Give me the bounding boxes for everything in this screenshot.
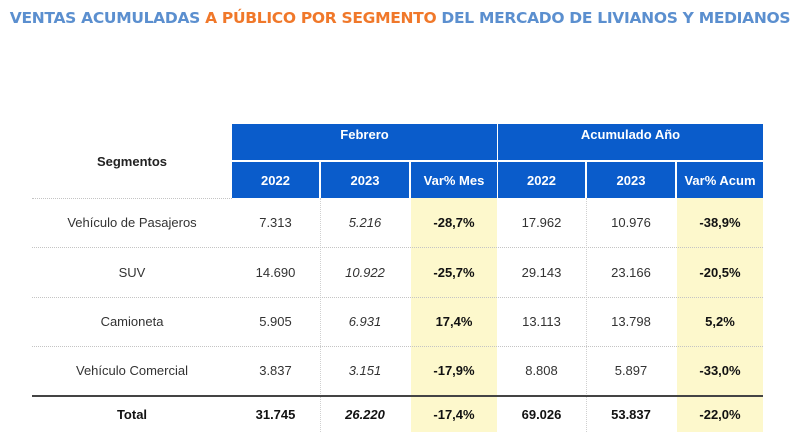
acum-2023-value: 13.798: [611, 314, 651, 329]
divider: [320, 198, 321, 432]
divider: [586, 198, 587, 432]
total-label: Total: [116, 407, 148, 422]
table-row: Vehículo de Pasajeros 7.313 5.216 -28,7%…: [32, 198, 763, 247]
feb-2023-value: 10.922: [345, 264, 385, 280]
feb-2022-value: 5.905: [259, 314, 292, 329]
col-header-var-acum: Var% Acum: [677, 162, 763, 198]
feb-2023-value: 6.931: [348, 314, 382, 329]
total-feb-2023: 26.220: [345, 407, 385, 422]
var-acum-highlight: [677, 198, 763, 432]
group-header-febrero: Febrero: [232, 124, 497, 160]
page-title: VENTAS ACUMULADAS A PÚBLICO POR SEGMENTO…: [0, 9, 800, 27]
divider: [32, 346, 763, 347]
total-var-mes: -17,4%: [433, 407, 475, 422]
feb-2022-value: 14.690: [255, 264, 296, 280]
segment-name: Camioneta: [100, 314, 164, 329]
total-acum-2022: 69.026: [521, 407, 562, 422]
var-acum-value: 5,2%: [705, 314, 735, 329]
feb-2022-value: 3.837: [259, 363, 292, 378]
total-var-acum: -22,0%: [699, 407, 741, 422]
acum-2023-value: 23.166: [611, 264, 651, 280]
var-mes-value: -17,9%: [433, 363, 475, 378]
var-mes-highlight: [411, 198, 497, 432]
acum-2022-value: 13.113: [522, 314, 561, 329]
acum-2022-value: 17.962: [521, 215, 562, 230]
feb-2023-value: 5.216: [348, 215, 382, 230]
col-header-feb-2023: 2023: [321, 162, 409, 198]
total-divider: [32, 395, 763, 397]
divider: [32, 297, 763, 298]
group-header-acumulado: Acumulado Año: [498, 124, 763, 160]
acum-2022-value: 29.143: [521, 264, 562, 280]
total-acum-2023: 53.837: [611, 407, 651, 422]
col-header-acum-2022: 2022: [498, 162, 585, 198]
table-row: SUV 14.690 10.922 -25,7% 29.143 23.166 -…: [32, 247, 763, 297]
feb-2023-value: 3.151: [348, 363, 382, 378]
var-mes-value: 17,4%: [435, 314, 473, 329]
total-row: Total 31.745 26.220 -17,4% 69.026 53.837…: [32, 397, 763, 432]
total-feb-2022: 31.745: [255, 407, 296, 422]
divider: [32, 247, 763, 248]
table-row: Vehículo Comercial 3.837 3.151 -17,9% 8.…: [32, 346, 763, 395]
table-row: Camioneta 5.905 6.931 17,4% 13.113 13.79…: [32, 297, 763, 346]
segment-name: SUV: [118, 264, 146, 280]
segment-name: Vehículo Comercial: [76, 363, 188, 378]
var-acum-value: -33,0%: [699, 363, 741, 378]
feb-2022-value: 7.313: [259, 215, 292, 230]
segment-name: Vehículo de Pasajeros: [67, 215, 197, 230]
var-acum-value: -38,9%: [699, 215, 741, 230]
col-header-feb-2022: 2022: [232, 162, 319, 198]
col-header-acum-2023: 2023: [587, 162, 675, 198]
var-mes-value: -25,7%: [433, 264, 475, 280]
title-part-2: A PÚBLICO POR SEGMENTO: [205, 9, 437, 27]
divider: [32, 198, 232, 199]
var-mes-value: -28,7%: [433, 215, 475, 230]
title-part-3: DEL MERCADO DE LIVIANOS Y MEDIANOS: [436, 9, 791, 27]
col-header-var-mes: Var% Mes: [411, 162, 497, 198]
var-acum-value: -20,5%: [699, 264, 741, 280]
acum-2023-value: 10.976: [611, 215, 651, 230]
title-part-1: VENTAS ACUMULADAS: [9, 9, 206, 27]
acum-2023-value: 5.897: [614, 363, 648, 378]
segment-header: Segmentos: [96, 153, 168, 169]
acum-2022-value: 8.808: [525, 363, 558, 378]
